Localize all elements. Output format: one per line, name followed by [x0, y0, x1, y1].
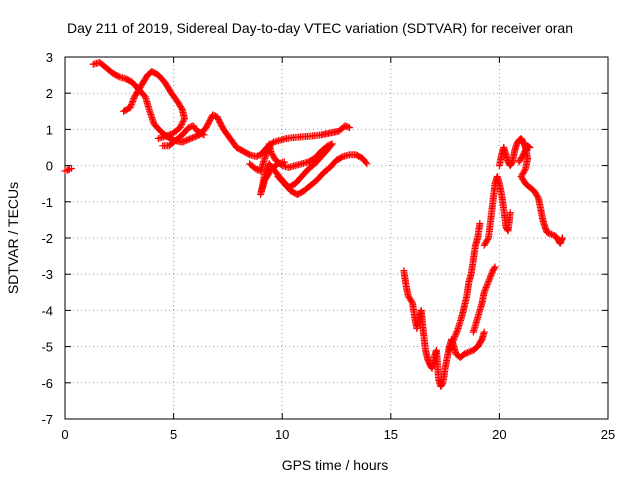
data-point — [480, 328, 488, 336]
data-point — [454, 326, 462, 334]
data-point — [128, 99, 136, 107]
data-point — [483, 281, 491, 289]
x-tick-label: 10 — [275, 427, 289, 442]
data-point — [68, 164, 76, 172]
data-point — [127, 101, 135, 109]
y-tick-label: 2 — [46, 86, 53, 101]
data-point — [482, 284, 490, 292]
data-point — [481, 287, 489, 295]
data-point — [484, 279, 492, 287]
axis-ticks — [64, 56, 609, 420]
data-point — [451, 332, 459, 340]
data-point — [520, 149, 528, 157]
data-point — [199, 130, 207, 138]
data-point — [180, 115, 188, 123]
data-point — [154, 134, 162, 142]
data-point — [179, 118, 187, 126]
data-point — [450, 334, 458, 342]
x-tick-label: 5 — [170, 427, 177, 442]
data-point — [446, 345, 454, 353]
y-axis-label: SDTVAR / TECUs — [5, 182, 21, 294]
x-tick-label: 0 — [61, 427, 68, 442]
data-point — [558, 234, 566, 242]
data-point — [126, 104, 134, 112]
data-point — [450, 335, 458, 343]
chart-title: Day 211 of 2019, Sidereal Day-to-day VTE… — [67, 20, 573, 36]
data-point — [491, 263, 499, 271]
y-tick-label: -5 — [41, 340, 53, 355]
y-tick-label: 3 — [46, 50, 53, 65]
y-tick-label: -3 — [41, 267, 53, 282]
data-point — [180, 116, 188, 124]
data-point — [449, 337, 457, 345]
data-point — [518, 152, 526, 160]
data-point — [162, 132, 170, 140]
data-point — [485, 277, 493, 285]
data-point — [265, 160, 273, 168]
y-tick-label: -7 — [41, 412, 53, 427]
data-point — [490, 264, 498, 272]
data-point — [449, 338, 457, 346]
y-tick-label: -4 — [41, 303, 53, 318]
data-point — [521, 146, 529, 154]
data-point — [127, 102, 135, 110]
grid-lines — [65, 57, 608, 419]
data-point — [129, 96, 137, 104]
y-tick-label: -2 — [41, 231, 53, 246]
data-point — [264, 161, 272, 169]
x-tick-label: 15 — [384, 427, 398, 442]
data-point — [363, 160, 371, 168]
data-point — [485, 276, 493, 284]
x-axis-label: GPS time / hours — [282, 457, 389, 473]
data-point — [178, 121, 186, 129]
data-point — [408, 298, 416, 306]
data-point — [452, 331, 460, 339]
data-point — [447, 342, 455, 350]
x-tick-label: 25 — [601, 427, 615, 442]
y-tick-label: 1 — [46, 122, 53, 137]
data-point — [264, 163, 272, 171]
data-point — [346, 124, 354, 132]
data-point — [519, 151, 527, 159]
data-point — [480, 288, 488, 296]
data-point — [486, 273, 494, 281]
data-point — [506, 209, 514, 217]
data-point — [178, 119, 186, 127]
data-point — [481, 285, 489, 293]
x-tick-label: 20 — [492, 427, 506, 442]
data-point — [525, 143, 533, 151]
data-point — [486, 274, 494, 282]
data-point — [453, 328, 461, 336]
data-point — [448, 340, 456, 348]
data-point — [487, 271, 495, 279]
y-tick-label: -6 — [41, 376, 53, 391]
y-tick-label: -1 — [41, 195, 53, 210]
data-point — [129, 97, 137, 105]
y-tick-label: 0 — [46, 159, 53, 174]
data-point — [344, 123, 352, 131]
data-point — [484, 235, 492, 243]
data-points — [61, 58, 566, 390]
data-point — [177, 104, 185, 112]
data-point — [280, 158, 288, 166]
data-point — [476, 220, 484, 228]
tick-labels: 0 5 10 15 20 25 -7 -6 -5 -4 -3 -2 -1 0 1 2 3 — [41, 50, 615, 442]
data-point — [521, 148, 529, 156]
data-point — [526, 144, 534, 151]
data-point — [488, 270, 496, 278]
data-point — [445, 346, 453, 354]
data-point — [200, 131, 208, 139]
data-point — [452, 329, 460, 337]
data-point — [534, 193, 542, 201]
data-point — [362, 158, 370, 166]
data-point — [483, 282, 491, 290]
data-point — [447, 343, 455, 351]
